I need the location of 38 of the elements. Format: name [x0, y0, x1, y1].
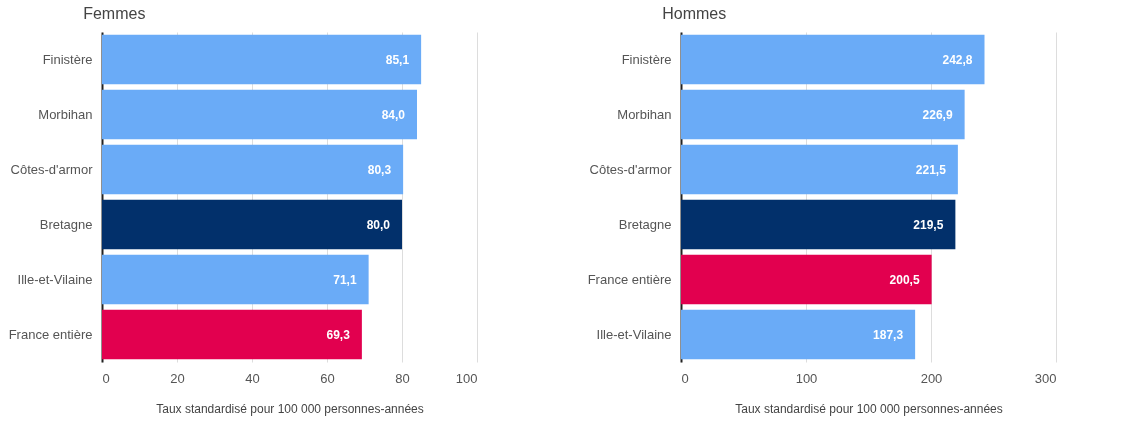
y-tick-label: Côtes-d'armor — [10, 161, 94, 177]
data-label: 200,5 — [889, 272, 920, 287]
x-tick-label: 0 — [102, 370, 110, 386]
chart-title: Hommes — [662, 5, 727, 22]
data-label: 85,1 — [385, 52, 410, 67]
y-tick-label: Bretagne — [618, 216, 672, 232]
x-tick-label: 100 — [795, 370, 818, 386]
y-tick-label: France entière — [587, 271, 672, 287]
x-tick-label: 300 — [1034, 370, 1057, 386]
data-label: 71,1 — [333, 272, 357, 287]
data-label: 242,8 — [942, 52, 973, 67]
x-tick-label: 200 — [920, 370, 943, 386]
data-label: 221,5 — [915, 162, 947, 177]
data-label: 80,3 — [367, 162, 392, 177]
x-tick-label: 60 — [320, 370, 335, 386]
x-tick-label: 40 — [245, 370, 260, 386]
data-label: 69,3 — [326, 327, 351, 342]
y-tick-label: Bretagne — [39, 216, 93, 232]
x-tick-label: 20 — [170, 370, 185, 386]
x-axis-title: Taux standardisé pour 100 000 personnes-années — [156, 401, 424, 416]
data-label: 226,9 — [922, 107, 953, 122]
x-tick-label: 100 — [455, 370, 478, 386]
y-tick-label: Morbihan — [617, 106, 672, 122]
x-tick-label: 0 — [681, 370, 689, 386]
y-tick-label: Finistère — [621, 51, 672, 67]
data-label: 187,3 — [873, 327, 904, 342]
chart-title: Femmes — [83, 5, 146, 22]
data-label: 80,0 — [366, 217, 391, 232]
data-label: 84,0 — [381, 107, 406, 122]
y-tick-label: France entière — [8, 326, 93, 342]
y-tick-label: Ille-et-Vilaine — [17, 271, 93, 287]
y-tick-label: Morbihan — [38, 106, 93, 122]
y-tick-label: Ille-et-Vilaine — [596, 326, 672, 342]
x-tick-label: 80 — [395, 370, 410, 386]
y-tick-label: Côtes-d'armor — [589, 161, 673, 177]
x-axis-title: Taux standardisé pour 100 000 personnes-années — [735, 401, 1003, 416]
y-tick-label: Finistère — [42, 51, 93, 67]
data-label: 219,5 — [913, 217, 944, 232]
